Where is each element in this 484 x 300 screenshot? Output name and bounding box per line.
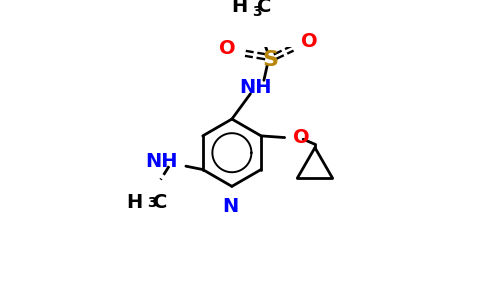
Text: 3: 3 [147,196,157,210]
Text: O: O [219,39,235,58]
Text: O: O [301,32,318,51]
Text: O: O [293,128,310,147]
Text: NH: NH [145,152,178,171]
Text: H: H [231,0,247,16]
Text: C: C [257,0,272,16]
Text: C: C [153,193,167,212]
Text: N: N [222,197,238,216]
Text: NH: NH [239,77,272,97]
Text: S: S [263,50,279,70]
Text: H: H [126,193,142,212]
Text: 3: 3 [252,5,262,19]
